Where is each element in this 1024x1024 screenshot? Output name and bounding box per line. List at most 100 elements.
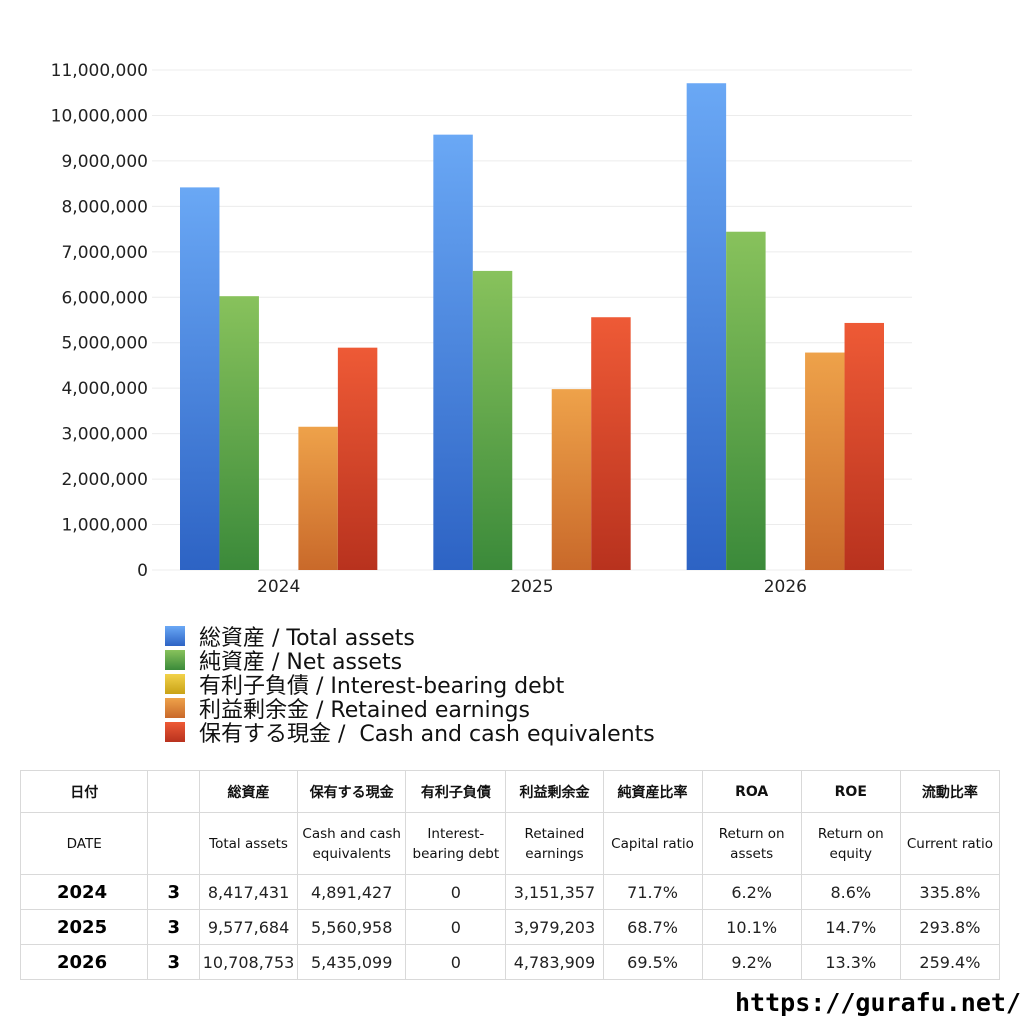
legend-swatch: [165, 674, 185, 694]
bar-chart: 0 1,000,000 2,000,000 3,000,000 4,000,000 5,0…: [51, 61, 912, 597]
cell-capital-ratio: 71.7%: [602, 874, 703, 910]
cell-total-assets: 10,708,753: [198, 944, 299, 980]
y-tick-label: 8,000,000: [61, 197, 148, 217]
header-total-assets-ja: 総資産: [198, 770, 299, 813]
cell-month: 3: [147, 874, 200, 910]
legend-label: 純資産 / Net assets: [199, 650, 403, 675]
bar: [726, 231, 766, 570]
legend-label: 有利子負債 / Interest-bearing debt: [199, 674, 565, 699]
table-header-ja: 日付 総資産 保有する現金 有利子負債 利益剰余金 純資産比率 ROA ROE …: [19, 770, 1001, 813]
bar: [180, 187, 220, 570]
header-capital-ratio-ja: 純資産比率: [602, 770, 703, 813]
header-date-ja: 日付: [19, 770, 149, 813]
y-tick-label: 1,000,000: [61, 516, 148, 536]
cell-current-ratio: 293.8%: [899, 909, 1001, 945]
y-tick-label: 4,000,000: [61, 379, 148, 399]
cell-current-ratio: 335.8%: [899, 874, 1001, 910]
y-tick-label: 6,000,000: [61, 288, 148, 308]
table-header-en: DATE Total assets Cash and cash equivale…: [19, 812, 1001, 875]
grid-lines: [152, 69, 912, 571]
cell-current-ratio: 259.4%: [899, 944, 1001, 980]
x-tick-label: 2025: [510, 577, 553, 597]
legend-item-net-assets: 純資産 / Net assets: [165, 648, 655, 675]
financial-table: 日付 総資産 保有する現金 有利子負債 利益剰余金 純資産比率 ROA ROE …: [19, 770, 1001, 980]
header-capital-ratio-en: Capital ratio: [602, 812, 703, 875]
cell-cash: 5,435,099: [297, 944, 407, 980]
header-retained-en: Retained earnings: [505, 812, 604, 875]
header-debt-en: Interest-bearing debt: [405, 812, 507, 875]
cell-capital-ratio: 68.7%: [602, 909, 703, 945]
legend-item-total-assets: 総資産 / Total assets: [165, 624, 655, 651]
y-tick-label: 11,000,000: [51, 61, 148, 81]
legend-item-cash: 保有する現金 / Cash and cash equivalents: [165, 720, 655, 747]
header-current-ratio-en: Current ratio: [899, 812, 1001, 875]
x-axis-ticks: 2024 2025 2026: [257, 577, 807, 597]
bar: [433, 134, 473, 570]
header-retained-ja: 利益剰余金: [505, 770, 604, 813]
bar: [551, 389, 592, 570]
cell-month: 3: [147, 909, 200, 945]
bar: [337, 347, 378, 570]
cell-retained: 3,151,357: [505, 874, 604, 910]
y-tick-label: 2,000,000: [61, 470, 148, 490]
footer-url: https://gurafu.net/: [735, 988, 1021, 1017]
bar: [591, 317, 631, 570]
header-roe-en: Return on equity: [800, 812, 901, 875]
cell-month: 3: [147, 944, 200, 980]
cell-roe: 8.6%: [800, 874, 901, 910]
header-total-assets-en: Total assets: [198, 812, 299, 875]
cell-total-assets: 9,577,684: [198, 909, 299, 945]
cell-year: 2024: [19, 874, 149, 910]
legend-swatch: [165, 626, 185, 646]
cell-debt: 0: [405, 909, 507, 945]
bar: [298, 426, 338, 570]
header-debt-ja: 有利子負債: [405, 770, 507, 813]
legend-swatch: [165, 698, 185, 718]
header-roe-ja: ROE: [800, 770, 901, 813]
table-row: 2025 3 9,577,684 5,560,958 0 3,979,203 6…: [19, 909, 1001, 945]
cell-total-assets: 8,417,431: [198, 874, 299, 910]
table-row: 2024 3 8,417,431 4,891,427 0 3,151,357 7…: [19, 874, 1001, 910]
header-roa-en: Return on assets: [701, 812, 802, 875]
cell-debt: 0: [405, 944, 507, 980]
cell-year: 2025: [19, 909, 149, 945]
cell-roa: 9.2%: [701, 944, 802, 980]
y-tick-label: 0: [137, 561, 148, 581]
cell-cash: 4,891,427: [297, 874, 407, 910]
y-tick-label: 9,000,000: [61, 152, 148, 172]
header-month-ja: [147, 770, 200, 813]
bar: [472, 270, 513, 570]
chart-legend: 総資産 / Total assets 純資産 / Net assets 有利子負…: [165, 624, 655, 747]
cell-cash: 5,560,958: [297, 909, 407, 945]
y-tick-label: 3,000,000: [61, 425, 148, 445]
legend-label: 利益剰余金 / Retained earnings: [199, 698, 530, 723]
legend-swatch: [165, 650, 185, 670]
bar: [844, 322, 884, 570]
legend-item-retained-earnings: 利益剰余金 / Retained earnings: [165, 696, 655, 723]
y-tick-label: 7,000,000: [61, 243, 148, 263]
legend-item-interest-bearing-debt: 有利子負債 / Interest-bearing debt: [165, 672, 655, 699]
cell-capital-ratio: 69.5%: [602, 944, 703, 980]
header-cash-en: Cash and cash equivalents: [297, 812, 407, 875]
header-cash-ja: 保有する現金: [297, 770, 407, 813]
cell-roa: 10.1%: [701, 909, 802, 945]
cell-debt: 0: [405, 874, 507, 910]
y-axis-ticks: 0 1,000,000 2,000,000 3,000,000 4,000,000 5,0…: [51, 61, 148, 581]
bar: [805, 352, 845, 570]
cell-roe: 13.3%: [800, 944, 901, 980]
legend-swatch: [165, 722, 185, 742]
bar: [686, 83, 727, 571]
cell-year: 2026: [19, 944, 149, 980]
x-tick-label: 2024: [257, 577, 300, 597]
legend-label: 保有する現金 / Cash and cash equivalents: [199, 722, 655, 747]
header-roa-ja: ROA: [701, 770, 802, 813]
x-tick-label: 2026: [764, 577, 807, 597]
cell-retained: 3,979,203: [505, 909, 604, 945]
cell-retained: 4,783,909: [505, 944, 604, 980]
legend-label: 総資産 / Total assets: [199, 626, 415, 651]
header-current-ratio-ja: 流動比率: [899, 770, 1001, 813]
cell-roa: 6.2%: [701, 874, 802, 910]
header-month-en: [147, 812, 200, 875]
bar: [219, 296, 259, 570]
cell-roe: 14.7%: [800, 909, 901, 945]
